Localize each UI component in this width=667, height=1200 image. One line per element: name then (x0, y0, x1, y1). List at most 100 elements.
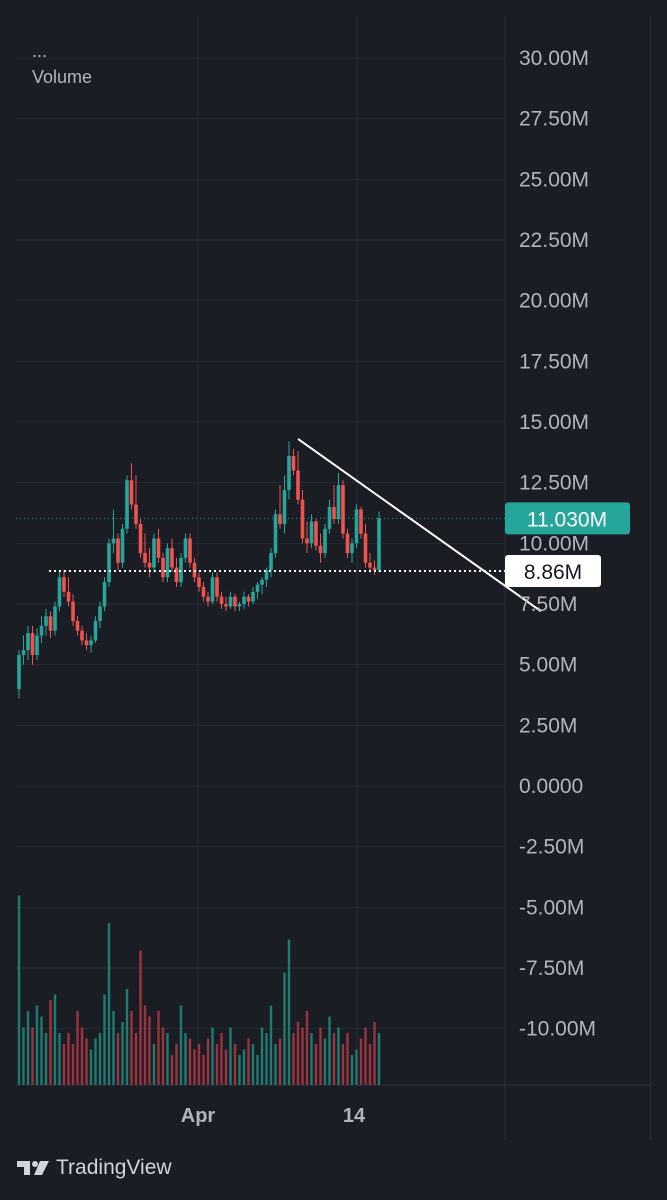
volume-bar (44, 1033, 48, 1085)
volume-bar (350, 1055, 354, 1085)
volume-bar (283, 972, 286, 1085)
candle-body (291, 455, 296, 471)
candle-body (120, 528, 125, 563)
candle-body (341, 485, 345, 534)
y-tick-label: 25.00M (519, 168, 589, 191)
legend-title: Volume (32, 67, 93, 87)
volume-bar (238, 1055, 241, 1085)
candle-body (332, 506, 336, 520)
y-tick-label: -10.00M (519, 1018, 596, 1041)
y-tick-label: 7.50M (519, 593, 577, 616)
volume-bar (116, 1033, 120, 1085)
candle-body (201, 587, 206, 597)
volume-bar (89, 1049, 93, 1085)
current-value-label: 11.030M (527, 508, 607, 531)
candle-body (138, 523, 143, 554)
candle-body (269, 553, 273, 571)
volume-bar (368, 1044, 372, 1085)
volume-bar (301, 1027, 304, 1085)
y-tick-label: 22.50M (519, 229, 589, 252)
candle-body (161, 557, 165, 578)
candle-body (260, 579, 264, 585)
tradingview-logo-icon (17, 1161, 49, 1175)
candle-body (111, 538, 116, 544)
y-tick-label: 12.50M (519, 472, 589, 495)
tradingview-attribution[interactable]: TradingView (16, 1152, 172, 1184)
volume-bar (22, 1027, 25, 1085)
candle-body (224, 604, 228, 607)
y-tick-label: 20.00M (519, 290, 589, 313)
candle-body (48, 616, 53, 631)
y-tick-label: 17.50M (519, 350, 589, 373)
volume-bar (107, 923, 111, 1085)
candle-body (323, 528, 327, 554)
y-tick-label: -2.50M (519, 836, 584, 859)
volume-chart[interactable]: 30.00M 27.50M 25.00M 22.50M 20.00M 17.50M 15.0… (0, 0, 667, 1140)
volume-bar (143, 1005, 147, 1085)
volume-bar (98, 1033, 102, 1085)
volume-bar (94, 1038, 97, 1085)
volume-bar (161, 1027, 165, 1085)
volume-bar (139, 950, 142, 1085)
volume-bar (220, 1033, 223, 1085)
candle-body (345, 533, 350, 554)
candle-body (264, 570, 269, 580)
support-level-tag: 8.86M (505, 554, 601, 587)
y-tick-label: 0.0000 (519, 775, 583, 798)
volume-bar (112, 1011, 115, 1085)
candle-body (219, 596, 224, 604)
volume-bar (260, 1027, 264, 1085)
volume-bar (166, 1033, 169, 1085)
volume-bar (35, 1005, 39, 1085)
candle-body (17, 654, 21, 689)
y-tick-label: -5.00M (519, 896, 584, 919)
candle-body (93, 620, 98, 641)
volume-bar (184, 1033, 187, 1085)
candle-body (53, 606, 57, 631)
candle-body (318, 545, 323, 554)
candle-body (125, 480, 129, 529)
volume-bar (121, 1022, 124, 1085)
candle-body (26, 633, 30, 651)
volume-bar (179, 1005, 183, 1085)
candle-body (273, 514, 278, 554)
candle-body (62, 577, 66, 592)
x-tick-label: 14 (343, 1105, 366, 1127)
candle-body (84, 640, 89, 646)
time-scale: Apr 14 (181, 1105, 366, 1127)
legend-dots[interactable]: ... (32, 41, 48, 61)
candle-body (170, 548, 174, 568)
candle-body (143, 553, 147, 563)
volume-bar (76, 1011, 79, 1085)
volume-bar (170, 1055, 174, 1085)
candle-body (354, 509, 359, 544)
volume-bar (103, 994, 106, 1085)
volume-bar (58, 1033, 61, 1085)
volume-bar (175, 1044, 178, 1085)
volume-bar (355, 1049, 358, 1085)
candle-body (107, 543, 111, 583)
candle-body (129, 480, 134, 505)
volume-bar (40, 1016, 43, 1085)
volume-bar (287, 939, 291, 1085)
candle-body (296, 470, 300, 500)
y-tick-label: 5.00M (519, 654, 577, 677)
candle-body (134, 504, 138, 524)
candle-body (237, 604, 242, 607)
y-tick-label: 2.50M (519, 714, 577, 737)
volume-bars (17, 895, 381, 1085)
candle-body (278, 514, 282, 524)
candle-body (75, 620, 80, 631)
y-tick-label: 15.00M (519, 411, 589, 434)
candle-body (255, 584, 260, 592)
volume-bar (26, 1011, 30, 1085)
volume-bar (314, 1044, 318, 1085)
y-tick-label: -7.50M (519, 957, 584, 980)
volume-bar (157, 1011, 160, 1085)
volume-bar (215, 1044, 219, 1085)
candle-body (89, 640, 93, 646)
volume-bar (296, 1022, 300, 1085)
volume-bar (278, 1038, 282, 1085)
candle-body (30, 633, 35, 655)
candle-body (228, 596, 233, 607)
